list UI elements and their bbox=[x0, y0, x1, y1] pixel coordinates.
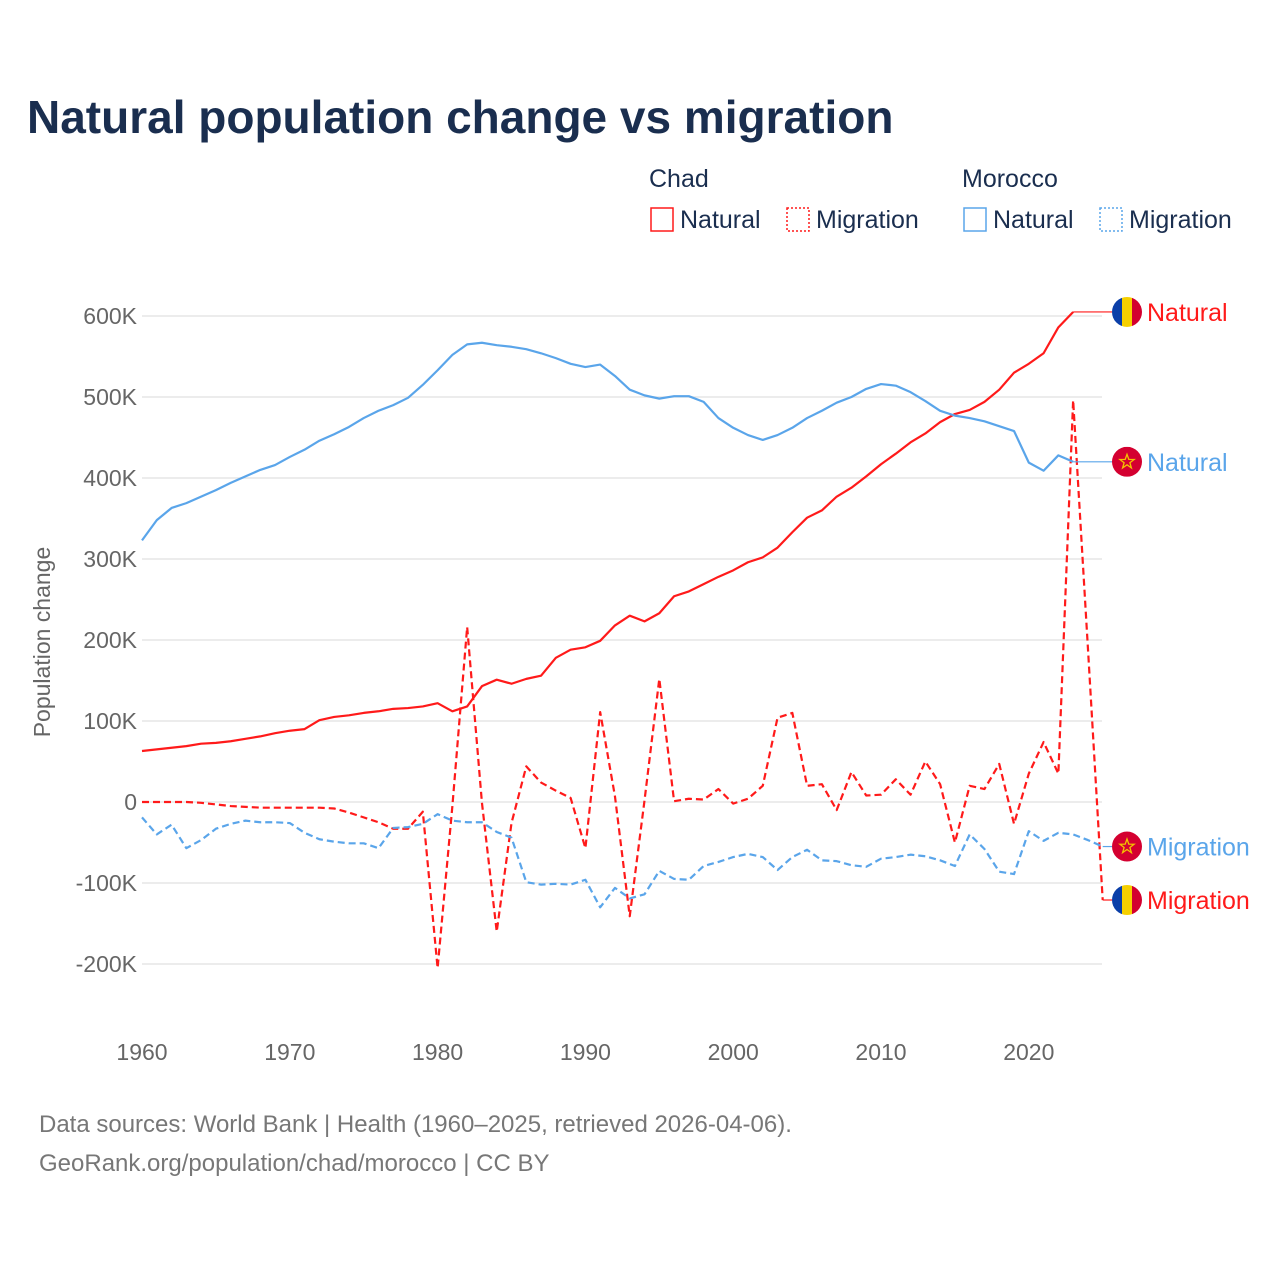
x-tick-label: 1990 bbox=[560, 1039, 611, 1065]
legend-swatch-dashed bbox=[1099, 207, 1123, 232]
legend-label: Natural bbox=[680, 206, 761, 234]
end-label-chad-natural: Natural bbox=[1112, 296, 1228, 327]
end-label-text: Migration bbox=[1147, 887, 1250, 915]
legend-item-chad-migration[interactable]: Migration bbox=[786, 206, 919, 234]
legend-label: Migration bbox=[1129, 206, 1232, 234]
legend-item-chad-natural[interactable]: Natural bbox=[650, 206, 761, 234]
y-tick-label: 100K bbox=[83, 708, 137, 734]
series-line-morocco-migration[interactable] bbox=[141, 813, 1104, 909]
x-axis-ticks: 1960 1970 1980 1990 2000 2010 2020 bbox=[116, 1039, 1054, 1065]
x-tick-label: 2010 bbox=[855, 1039, 906, 1065]
x-tick-label: 1980 bbox=[412, 1039, 463, 1065]
y-tick-label: 0 bbox=[124, 789, 137, 815]
end-label-text: Natural bbox=[1147, 449, 1228, 477]
legend-group-chad: Chad bbox=[649, 165, 709, 193]
x-tick-label: 2000 bbox=[708, 1039, 759, 1065]
end-label-morocco-natural: Natural bbox=[1112, 446, 1228, 477]
y-tick-label: 500K bbox=[83, 384, 137, 410]
y-tick-label: -200K bbox=[76, 951, 138, 977]
legend-swatch-solid bbox=[963, 207, 987, 232]
end-label-text: Migration bbox=[1147, 834, 1250, 862]
chad-flag-icon bbox=[1112, 885, 1142, 916]
series-line-chad-natural[interactable] bbox=[141, 311, 1074, 753]
end-labels: Natural Migration Natural Migration bbox=[1112, 296, 1250, 916]
x-tick-label: 2020 bbox=[1003, 1039, 1054, 1065]
morocco-flag-icon bbox=[1112, 831, 1142, 862]
source-line-1: Data sources: World Bank | Health (1960–… bbox=[39, 1111, 792, 1138]
y-axis-ticks: 600K 500K 400K 300K 200K 100K 0 -100K -200K bbox=[76, 303, 138, 977]
y-tick-label: -100K bbox=[76, 870, 138, 896]
legend-item-morocco-natural[interactable]: Natural bbox=[963, 206, 1074, 234]
end-label-morocco-migration: Migration bbox=[1112, 831, 1250, 862]
end-label-chad-migration: Migration bbox=[1112, 885, 1250, 916]
y-axis-label: Population change bbox=[29, 547, 55, 738]
legend-label: Migration bbox=[816, 206, 919, 234]
y-tick-label: 300K bbox=[83, 546, 137, 572]
chart-title: Natural population change vs migration bbox=[27, 91, 893, 143]
legend-item-morocco-migration[interactable]: Migration bbox=[1099, 206, 1232, 234]
end-label-text: Natural bbox=[1147, 299, 1228, 327]
x-tick-label: 1960 bbox=[116, 1039, 167, 1065]
legend-group-morocco: Morocco bbox=[962, 165, 1058, 193]
chad-flag-icon bbox=[1112, 296, 1142, 327]
series-line-chad-migration[interactable] bbox=[142, 399, 1104, 970]
legend-swatch-solid bbox=[650, 207, 674, 232]
series-lines bbox=[141, 311, 1112, 970]
legend-swatch-dashed bbox=[786, 207, 810, 232]
source-line-2[interactable]: GeoRank.org/population/chad/morocco | CC… bbox=[39, 1150, 550, 1177]
gridlines bbox=[142, 315, 1102, 965]
morocco-flag-icon bbox=[1112, 446, 1142, 477]
x-tick-label: 1970 bbox=[264, 1039, 315, 1065]
legend: Chad Morocco Natural Migration Natural M… bbox=[649, 165, 1232, 234]
y-tick-label: 600K bbox=[83, 303, 137, 329]
legend-label: Natural bbox=[993, 206, 1074, 234]
y-tick-label: 200K bbox=[83, 627, 137, 653]
series-line-morocco-natural[interactable] bbox=[141, 341, 1074, 542]
y-tick-label: 400K bbox=[83, 465, 137, 491]
